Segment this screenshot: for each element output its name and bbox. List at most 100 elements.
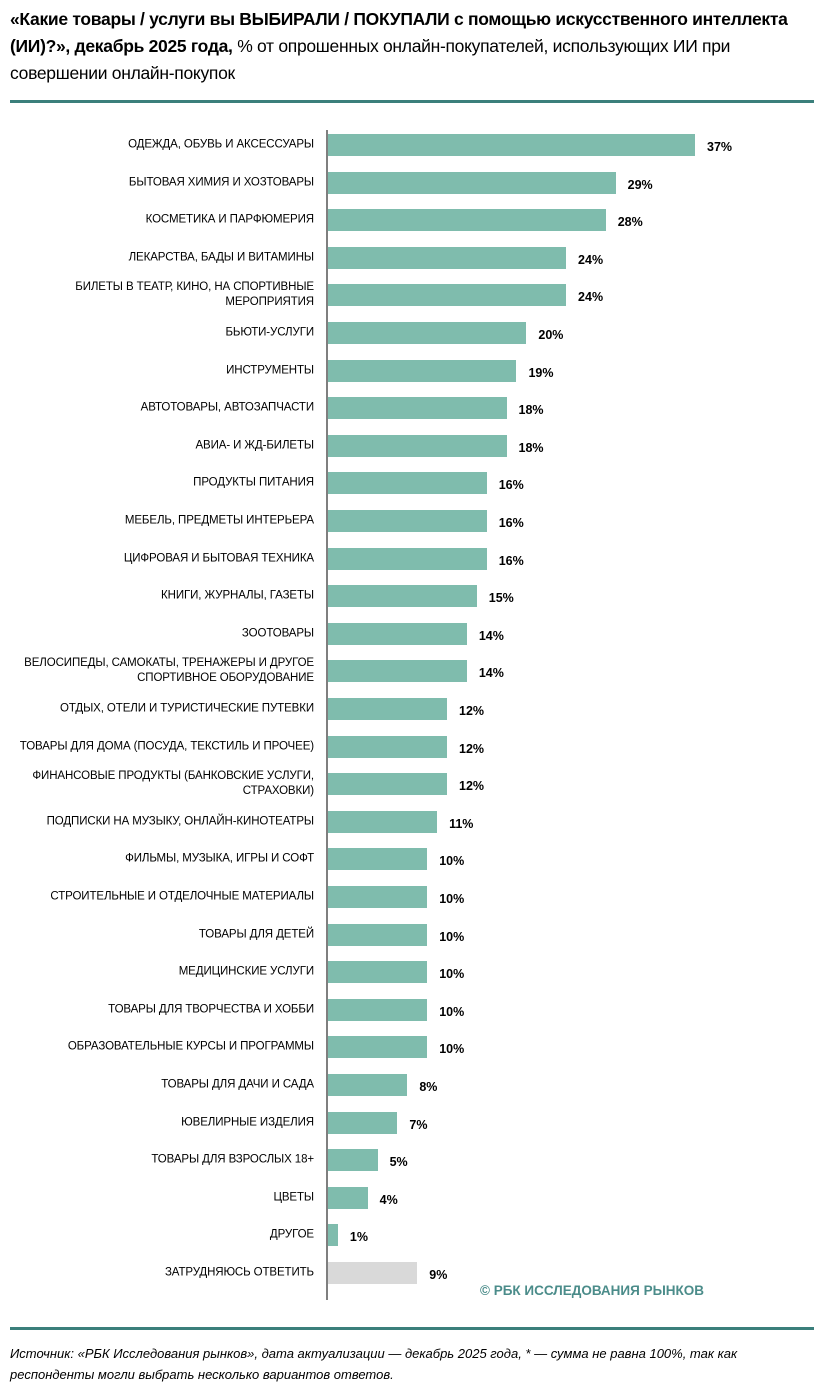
category-label: ОТДЫХ, ОТЕЛИ И ТУРИСТИЧЕСКИЕ ПУТЕВКИ	[60, 702, 314, 715]
category-label: ЮВЕЛИРНЫЕ ИЗДЕЛИЯ	[181, 1116, 314, 1129]
category-label: БИЛЕТЫ В ТЕАТР, КИНО, НА СПОРТИВНЫЕ МЕРО…	[75, 281, 314, 309]
value-label: 4%	[379, 1192, 398, 1207]
bar	[328, 472, 487, 495]
category-label: ЛЕКАРСТВА, БАДЫ И ВИТАМИНЫ	[128, 251, 314, 264]
value-label: 7%	[409, 1117, 428, 1132]
value-label: 14%	[478, 628, 504, 643]
bar	[328, 622, 467, 645]
value-label: 24%	[578, 252, 604, 267]
category-label: ОБРАЗОВАТЕЛЬНЫЕ КУРСЫ И ПРОГРАММЫ	[67, 1040, 314, 1053]
category-label: КНИГИ, ЖУРНАЛЫ, ГАЗЕТЫ	[161, 589, 314, 602]
category-label: ТОВАРЫ ДЛЯ ДЕТЕЙ	[198, 928, 314, 941]
bar	[328, 434, 507, 457]
value-label: 11%	[449, 816, 474, 831]
bar	[328, 246, 567, 269]
category-label: ТОВАРЫ ДЛЯ ДАЧИ И САДА	[161, 1078, 314, 1091]
bar	[328, 660, 467, 683]
bar	[328, 923, 428, 946]
value-label: 16%	[498, 478, 524, 493]
value-label: 10%	[439, 1042, 465, 1057]
category-label: ТОВАРЫ ДЛЯ ДОМА (ПОСУДА, ТЕКСТИЛЬ И ПРОЧ…	[19, 740, 314, 753]
value-label: 9%	[429, 1268, 448, 1282]
bar	[328, 510, 487, 532]
value-label: 24%	[578, 290, 604, 305]
value-label: 1%	[349, 1230, 368, 1245]
bar	[328, 998, 428, 1021]
value-label: 16%	[498, 553, 524, 568]
value-label: 28%	[617, 215, 643, 230]
category-label: ЗАТРУДНЯЮСЬ ОТВЕТИТЬ	[164, 1266, 314, 1279]
category-label: ВЕЛОСИПЕДЫ, САМОКАТЫ, ТРЕНАЖЕРЫ И ДРУГОЕ…	[24, 657, 314, 685]
bar	[328, 1149, 378, 1172]
category-label: БЬЮТИ-УСЛУГИ	[225, 326, 314, 339]
bar	[328, 698, 448, 720]
bar	[328, 284, 567, 307]
category-label: КОСМЕТИКА И ПАРФЮМЕРИЯ	[145, 213, 314, 226]
value-label: 16%	[498, 516, 524, 530]
category-label: ПРОДУКТЫ ПИТАНИЯ	[193, 476, 314, 489]
bar	[328, 886, 428, 908]
value-label: 8%	[419, 1080, 438, 1094]
category-label: МЕБЕЛЬ, ПРЕДМЕТЫ ИНТЕРЬЕРА	[124, 514, 314, 527]
bar	[328, 359, 517, 382]
value-label: 20%	[538, 328, 564, 342]
category-label: ЦВЕТЫ	[273, 1191, 314, 1204]
bar	[328, 735, 448, 758]
value-label: 5%	[389, 1155, 408, 1170]
value-label: 10%	[439, 854, 465, 869]
category-label: БЫТОВАЯ ХИМИЯ И ХОЗТОВАРЫ	[128, 176, 314, 189]
bar	[328, 1074, 408, 1096]
bar	[328, 810, 438, 833]
top-divider	[10, 100, 814, 103]
bar	[328, 1036, 428, 1059]
value-label: 14%	[478, 666, 504, 681]
value-label: 15%	[488, 591, 514, 606]
bar	[328, 1111, 398, 1134]
value-label: 12%	[459, 704, 485, 718]
bar-chart: ОДЕЖДА, ОБУВЬ И АКСЕССУАРЫ 37% БЫТОВАЯ ХИМ…	[0, 120, 830, 1300]
bar	[328, 322, 527, 344]
value-label: 37%	[707, 140, 733, 154]
value-label: 12%	[459, 741, 485, 756]
watermark: © РБК ИССЛЕДОВАНИЯ РЫНКОВ	[480, 1283, 705, 1298]
category-label: МЕДИЦИНСКИЕ УСЛУГИ	[178, 965, 314, 978]
category-label: ФИНАНСОВЫЕ ПРОДУКТЫ (БАНКОВСКИЕ УСЛУГИ, …	[32, 770, 314, 798]
bar	[328, 171, 616, 194]
category-label: АВИА- И ЖД-БИЛЕТЫ	[195, 439, 314, 452]
category-label: АВТОТОВАРЫ, АВТОЗАПЧАСТИ	[140, 401, 314, 414]
category-label: ИНСТРУМЕНТЫ	[226, 364, 314, 377]
category-label: ПОДПИСКИ НА МУЗЫКУ, ОНЛАЙН-КИНОТЕАТРЫ	[46, 815, 315, 828]
bar	[328, 209, 606, 232]
bottom-divider	[10, 1327, 814, 1330]
value-label: 12%	[459, 779, 485, 794]
category-label: ЦИФРОВАЯ И БЫТОВАЯ ТЕХНИКА	[123, 552, 314, 565]
bar	[328, 585, 477, 608]
bar	[328, 1224, 338, 1247]
value-label: 10%	[439, 929, 465, 944]
category-label: СТРОИТЕЛЬНЫЕ И ОТДЕЛОЧНЫЕ МАТЕРИАЛЫ	[50, 890, 314, 903]
chart-title: «Какие товары / услуги вы ВЫБИРАЛИ / ПОК…	[10, 6, 810, 87]
category-label: ОДЕЖДА, ОБУВЬ И АКСЕССУАРЫ	[128, 138, 314, 151]
bar	[328, 961, 428, 984]
category-label: ДРУГОЕ	[269, 1228, 314, 1241]
category-label: ТОВАРЫ ДЛЯ ВЗРОСЛЫХ 18+	[151, 1153, 314, 1166]
value-label: 10%	[439, 1004, 465, 1019]
value-label: 18%	[518, 440, 544, 455]
bar	[328, 1186, 368, 1209]
bar	[328, 1262, 418, 1284]
value-label: 10%	[439, 967, 465, 982]
bar	[328, 134, 695, 156]
bar	[328, 773, 448, 796]
category-label: ФИЛЬМЫ, МУЗЫКА, ИГРЫ И СОФТ	[125, 852, 314, 865]
title-bold: «Какие товары / услуги вы ВЫБИРАЛИ / ПОК…	[10, 9, 788, 56]
value-label: 10%	[439, 892, 465, 906]
value-label: 19%	[528, 365, 554, 380]
bar	[328, 848, 428, 871]
category-axis-line	[326, 130, 328, 1300]
value-label: 29%	[627, 177, 653, 192]
category-label: ЗООТОВАРЫ	[241, 627, 314, 640]
title-subtitle: % от опрошенных онлайн-покупателей, испо…	[10, 36, 731, 83]
category-label: ТОВАРЫ ДЛЯ ТВОРЧЕСТВА И ХОББИ	[108, 1003, 314, 1016]
value-label: 18%	[518, 403, 544, 418]
source-note: Источник: «РБК Исследования рынков», дат…	[10, 1346, 738, 1382]
